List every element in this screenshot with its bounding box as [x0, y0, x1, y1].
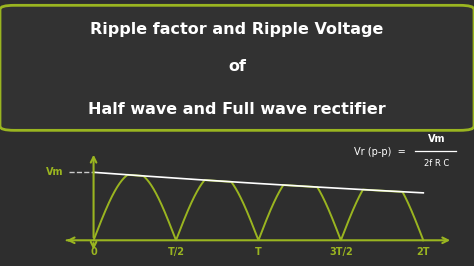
Text: 3T/2: 3T/2	[329, 247, 353, 257]
Text: Ripple factor and Ripple Voltage: Ripple factor and Ripple Voltage	[91, 22, 383, 37]
Text: 2T: 2T	[417, 247, 430, 257]
Text: 0: 0	[90, 247, 97, 257]
FancyBboxPatch shape	[0, 5, 474, 130]
Text: T/2: T/2	[167, 247, 184, 257]
Text: of: of	[228, 59, 246, 74]
Text: T: T	[255, 247, 262, 257]
Text: Vr (p-p)  =: Vr (p-p) =	[354, 147, 406, 157]
Text: Vm: Vm	[46, 167, 64, 177]
Text: 2f R C: 2f R C	[424, 159, 449, 168]
Text: Vm: Vm	[428, 134, 445, 144]
Text: Half wave and Full wave rectifier: Half wave and Full wave rectifier	[88, 102, 386, 117]
